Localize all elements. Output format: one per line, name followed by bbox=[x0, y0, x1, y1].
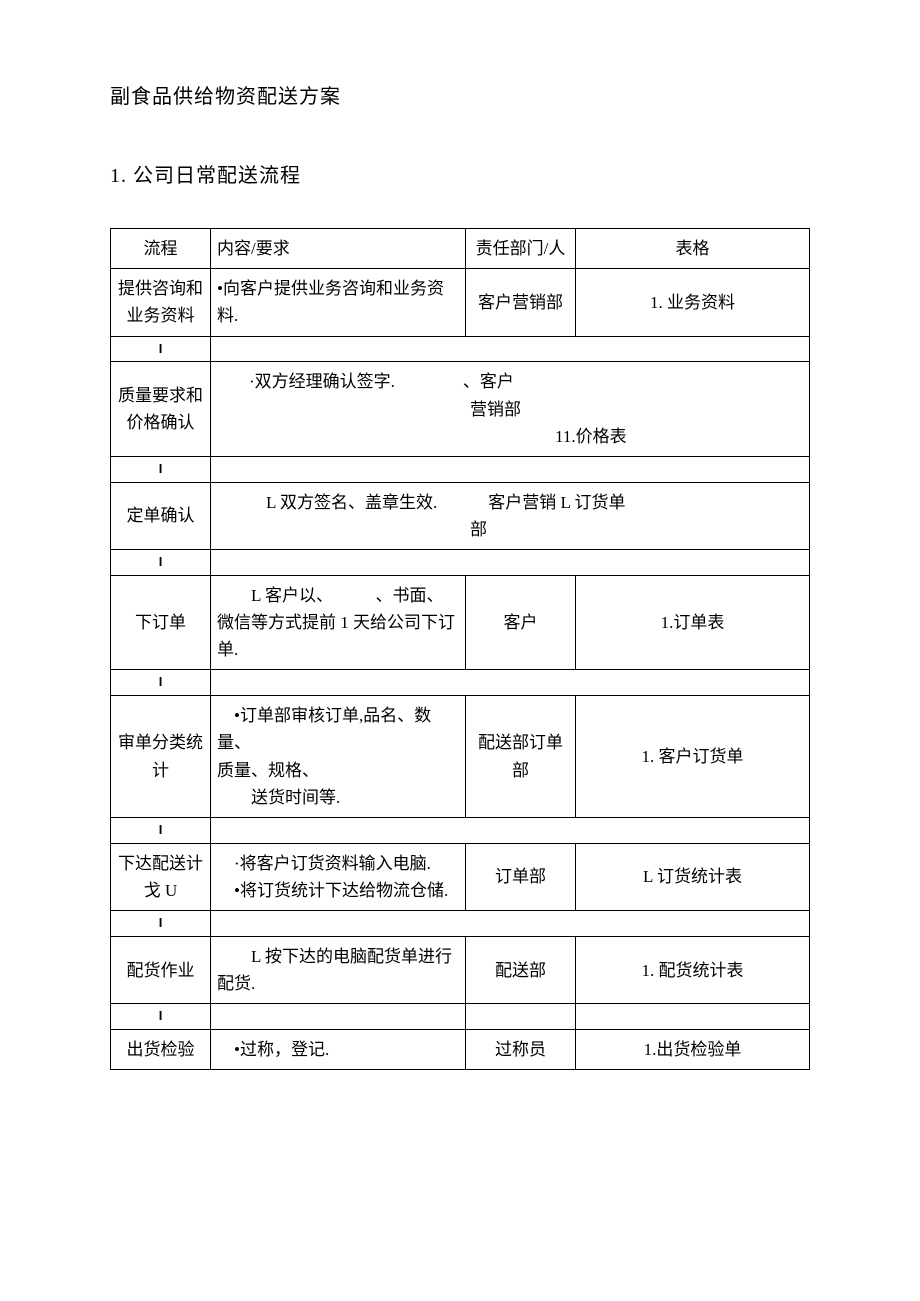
cell-flow: 质量要求和价格确认 bbox=[111, 362, 211, 457]
arrow-row: I bbox=[111, 336, 810, 362]
arrow-spacer bbox=[211, 670, 810, 696]
cell-content: ·将客户订货资料输入电脑. •将订货统计下达给物流仓储. bbox=[211, 843, 466, 910]
table-row: 下订单 L 客户以、 、书面、 微信等方式提前 1 天给公司下订单. 客户 1.… bbox=[111, 575, 810, 670]
cell-dept: 订单部 bbox=[466, 843, 576, 910]
header-col-form: 表格 bbox=[576, 229, 810, 269]
cell-dept: 过称员 bbox=[466, 1030, 576, 1070]
document-title: 副食品供给物资配送方案 bbox=[110, 80, 810, 109]
cell-merged-content: ·双方经理确认签字. 、客户 营销部 11.价格表 bbox=[211, 362, 810, 457]
table-row: 配货作业 L 按下达的电脑配货单进行配货. 配送部 1. 配货统计表 bbox=[111, 936, 810, 1003]
cell-flow: 审单分类统计 bbox=[111, 696, 211, 818]
cell-content: L 客户以、 、书面、 微信等方式提前 1 天给公司下订单. bbox=[211, 575, 466, 670]
header-col-flow: 流程 bbox=[111, 229, 211, 269]
cell-dept: 配送部 bbox=[466, 936, 576, 1003]
table-header-row: 流程 内容/要求 责任部门/人 表格 bbox=[111, 229, 810, 269]
arrow-icon: I bbox=[111, 456, 211, 482]
arrow-spacer bbox=[466, 1004, 576, 1030]
process-table: 流程 内容/要求 责任部门/人 表格 提供咨询和业务资料 •向客户提供业务咨询和… bbox=[110, 228, 810, 1070]
arrow-spacer bbox=[211, 911, 810, 937]
cell-form: 1. 客户订货单 bbox=[576, 696, 810, 818]
arrow-icon: I bbox=[111, 336, 211, 362]
cell-form: 1. 配货统计表 bbox=[576, 936, 810, 1003]
cell-flow: 提供咨询和业务资料 bbox=[111, 269, 211, 336]
arrow-icon: I bbox=[111, 818, 211, 844]
cell-form: 1.订单表 bbox=[576, 575, 810, 670]
cell-flow: 下订单 bbox=[111, 575, 211, 670]
arrow-spacer bbox=[211, 818, 810, 844]
cell-flow: 出货检验 bbox=[111, 1030, 211, 1070]
arrow-icon: I bbox=[111, 550, 211, 576]
cell-dept: 客户营销部 bbox=[466, 269, 576, 336]
table-row: 提供咨询和业务资料 •向客户提供业务咨询和业务资料. 客户营销部 1. 业务资料 bbox=[111, 269, 810, 336]
cell-content: •过称，登记. bbox=[211, 1030, 466, 1070]
cell-flow: 下达配送计戈 U bbox=[111, 843, 211, 910]
table-row: 质量要求和价格确认 ·双方经理确认签字. 、客户 营销部 11.价格表 bbox=[111, 362, 810, 457]
cell-form: L 订货统计表 bbox=[576, 843, 810, 910]
arrow-row: I bbox=[111, 550, 810, 576]
cell-dept: 客户 bbox=[466, 575, 576, 670]
cell-form: 1. 业务资料 bbox=[576, 269, 810, 336]
arrow-row: I bbox=[111, 818, 810, 844]
cell-flow: 配货作业 bbox=[111, 936, 211, 1003]
cell-content: •向客户提供业务咨询和业务资料. bbox=[211, 269, 466, 336]
arrow-spacer bbox=[211, 456, 810, 482]
arrow-row: I bbox=[111, 1004, 810, 1030]
arrow-spacer bbox=[211, 550, 810, 576]
arrow-row: I bbox=[111, 911, 810, 937]
cell-content: •订单部审核订单,品名、数量、 质量、规格、 送货时间等. bbox=[211, 696, 466, 818]
table-row: 下达配送计戈 U ·将客户订货资料输入电脑. •将订货统计下达给物流仓储. 订单… bbox=[111, 843, 810, 910]
arrow-row: I bbox=[111, 670, 810, 696]
table-row: 出货检验 •过称，登记. 过称员 1.出货检验单 bbox=[111, 1030, 810, 1070]
table-row: 定单确认 L 双方签名、盖章生效. 客户营销 L 订货单 部 bbox=[111, 482, 810, 549]
table-row: 审单分类统计 •订单部审核订单,品名、数量、 质量、规格、 送货时间等. 配送部… bbox=[111, 696, 810, 818]
cell-content: L 按下达的电脑配货单进行配货. bbox=[211, 936, 466, 1003]
arrow-icon: I bbox=[111, 911, 211, 937]
arrow-spacer bbox=[576, 1004, 810, 1030]
arrow-icon: I bbox=[111, 670, 211, 696]
cell-merged-content: L 双方签名、盖章生效. 客户营销 L 订货单 部 bbox=[211, 482, 810, 549]
arrow-spacer bbox=[211, 1004, 466, 1030]
cell-dept: 配送部订单部 bbox=[466, 696, 576, 818]
header-col-content: 内容/要求 bbox=[211, 229, 466, 269]
cell-form: 1.出货检验单 bbox=[576, 1030, 810, 1070]
arrow-row: I bbox=[111, 456, 810, 482]
header-col-dept: 责任部门/人 bbox=[466, 229, 576, 269]
section-heading: 1. 公司日常配送流程 bbox=[110, 159, 810, 188]
arrow-icon: I bbox=[111, 1004, 211, 1030]
cell-flow: 定单确认 bbox=[111, 482, 211, 549]
arrow-spacer bbox=[211, 336, 810, 362]
